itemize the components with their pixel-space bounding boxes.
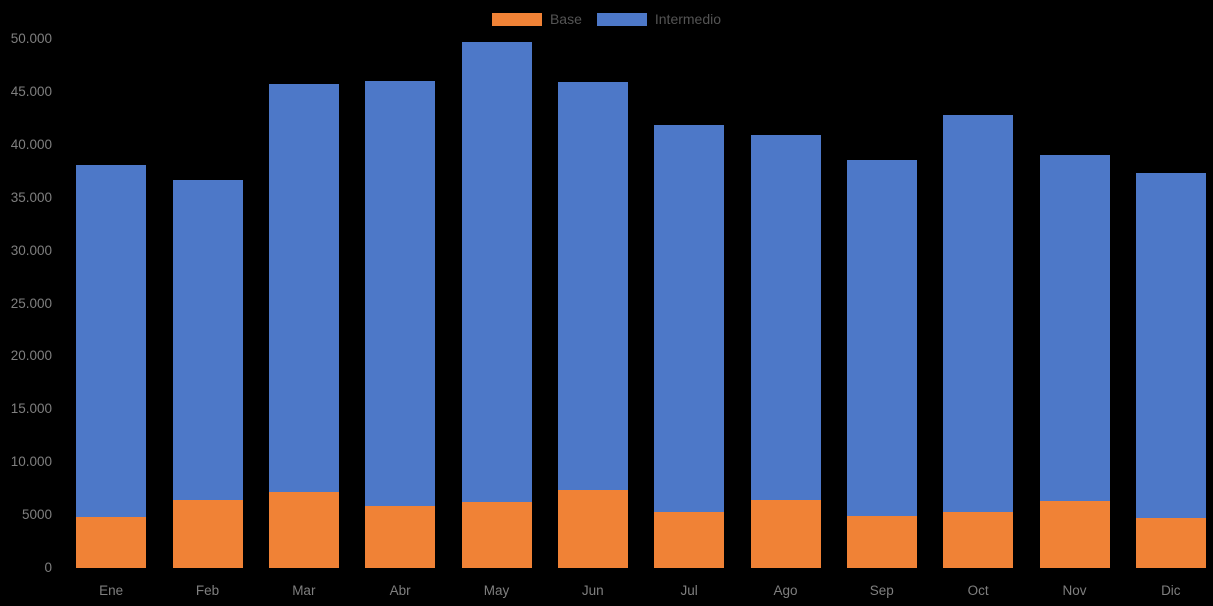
bar-segment-base [943, 511, 1014, 568]
y-axis-tick-label: 50.000 [10, 31, 52, 46]
bar-segment-base [268, 491, 339, 568]
y-axis-tick-label: 20.000 [10, 348, 52, 364]
chart-legend: Base Intermedio [0, 11, 1213, 27]
legend-label-base: Base [549, 11, 582, 27]
legend-item-base: Base [491, 11, 582, 27]
bar-column-oct [943, 115, 1014, 568]
bar-segment-base [461, 502, 532, 568]
bar-column-dic [1135, 173, 1206, 568]
bar-segment-intermedio [846, 159, 917, 517]
x-axis-category-label: Oct [967, 583, 989, 598]
bar-segment-intermedio [76, 164, 147, 518]
bar-segment-intermedio [268, 84, 339, 492]
bar-column-abr [365, 81, 436, 568]
bar-segment-intermedio [943, 115, 1014, 512]
x-axis-category-label: Nov [1062, 583, 1087, 598]
bar-segment-base [365, 505, 436, 568]
legend-swatch-base-icon [491, 12, 542, 26]
bar-column-jun [557, 82, 628, 568]
x-axis-category-label: Feb [195, 583, 220, 598]
legend-swatch-intermedio-icon [596, 12, 647, 26]
y-axis-tick-label: 25.000 [10, 295, 52, 311]
bar-segment-intermedio [557, 82, 628, 490]
bar-segment-intermedio [461, 42, 532, 503]
x-axis-category-label: Ene [99, 583, 124, 598]
bar-column-feb [172, 179, 243, 568]
bar-segment-intermedio [365, 81, 436, 506]
bar-segment-base [1039, 501, 1110, 568]
bar-column-nov [1039, 155, 1110, 568]
bar-segment-base [557, 489, 628, 568]
x-axis-category-label: Jul [680, 583, 698, 598]
x-axis-category-label: May [483, 583, 510, 598]
bar-column-ene [76, 164, 147, 568]
x-axis-category-label: Mar [292, 583, 316, 598]
bar-column-may [461, 42, 532, 568]
y-axis-tick-label: 35.000 [10, 189, 52, 205]
legend-item-intermedio: Intermedio [596, 11, 722, 27]
bar-column-jul [654, 124, 725, 568]
bar-segment-base [654, 511, 725, 568]
bar-segment-base [750, 500, 821, 568]
x-axis-category-label: Abr [389, 583, 411, 598]
bar-segment-intermedio [654, 124, 725, 512]
y-axis-tick-label: 30.000 [10, 242, 52, 258]
bar-segment-intermedio [172, 179, 243, 501]
bar-segment-base [846, 516, 917, 568]
bar-segment-intermedio [750, 135, 821, 501]
legend-label-intermedio: Intermedio [654, 11, 722, 27]
y-axis-tick-label: 5000 [21, 507, 52, 523]
x-axis-category-label: Jun [581, 583, 604, 598]
bar-segment-base [172, 500, 243, 568]
bar-column-sep [846, 159, 917, 568]
y-axis-tick-label: 10.000 [10, 454, 52, 470]
bar-segment-intermedio [1039, 155, 1110, 502]
y-axis-tick-label: 0 [44, 560, 52, 575]
y-axis-tick-label: 40.000 [10, 136, 52, 152]
bar-segment-intermedio [1135, 173, 1206, 519]
bar-column-mar [268, 84, 339, 568]
bar-segment-base [76, 517, 147, 568]
x-axis-category-label: Ago [773, 583, 798, 598]
x-axis-category-label: Dic [1161, 583, 1181, 598]
x-axis-category-label: Sep [869, 583, 894, 598]
y-axis-tick-label: 15.000 [10, 401, 52, 417]
bar-segment-base [1135, 518, 1206, 568]
bar-column-ago [750, 135, 821, 568]
y-axis-tick-label: 45.000 [10, 83, 52, 99]
